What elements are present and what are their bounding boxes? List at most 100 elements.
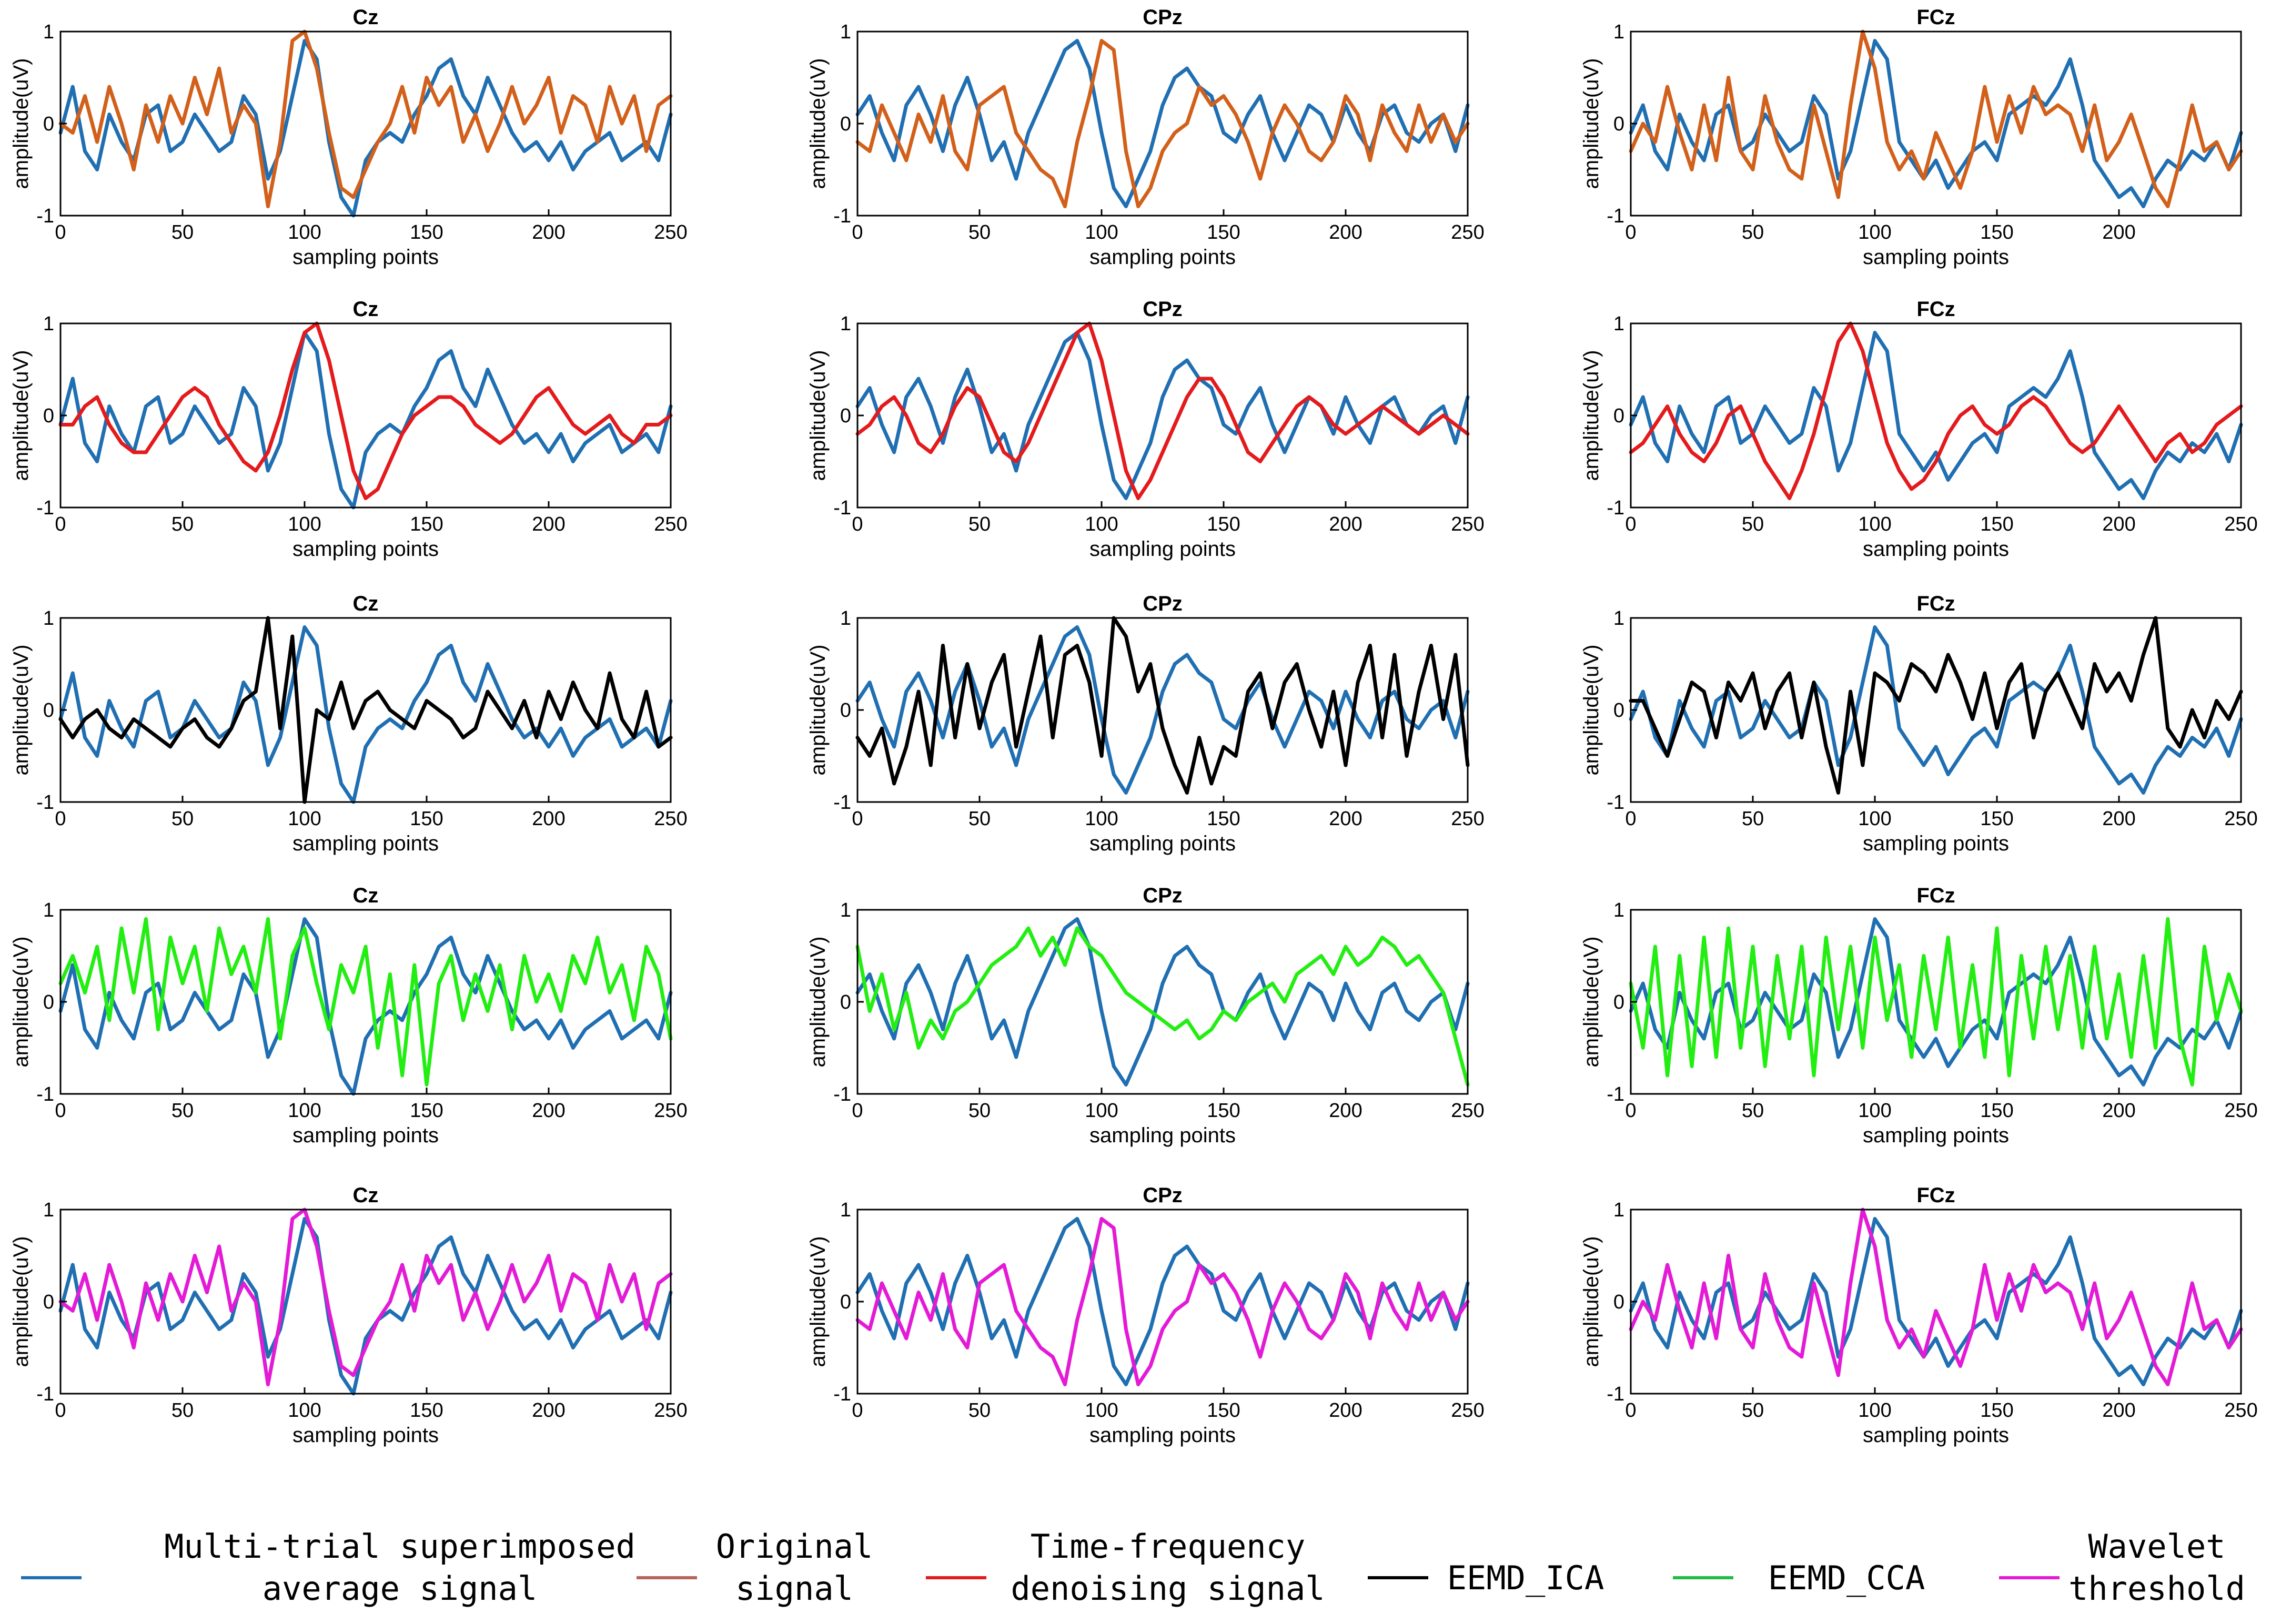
x-tick-label: 100 xyxy=(1085,1100,1118,1122)
x-axis-label: sampling points xyxy=(1863,832,2009,855)
x-tick-label: 50 xyxy=(1742,808,1764,830)
x-tick-label: 200 xyxy=(532,808,565,830)
panel-title: FCz xyxy=(1916,884,1955,907)
y-tick-label: 1 xyxy=(43,21,54,43)
y-tick-label: 1 xyxy=(840,1199,851,1221)
panel-title: CPz xyxy=(1143,592,1183,615)
y-tick-label: -1 xyxy=(1607,791,1624,814)
plot-frame xyxy=(59,322,672,509)
x-tick-label: 150 xyxy=(1980,1100,2013,1122)
y-tick-label: 0 xyxy=(1613,699,1624,722)
x-tick-label: 200 xyxy=(1329,808,1362,830)
x-tick-label: 50 xyxy=(968,221,991,243)
panel-title: CPz xyxy=(1143,884,1183,907)
y-tick-label: -1 xyxy=(36,205,54,227)
panel-title: Cz xyxy=(353,1184,379,1207)
y-tick-label: -1 xyxy=(833,205,851,227)
y-tick-label: 1 xyxy=(1613,313,1624,335)
x-axis-label: sampling points xyxy=(1089,1124,1236,1147)
x-tick-label: 200 xyxy=(2102,221,2135,243)
x-tick-label: 100 xyxy=(1085,221,1118,243)
y-tick-label: 0 xyxy=(840,405,851,427)
x-tick-label: 250 xyxy=(654,808,687,830)
x-axis-label: sampling points xyxy=(1863,246,2009,269)
x-tick-label: 100 xyxy=(288,513,321,535)
y-axis-label: amplitude(uV) xyxy=(1580,936,1603,1067)
x-tick-label: 50 xyxy=(1742,221,1764,243)
x-tick-label: 150 xyxy=(410,221,443,243)
legend-item-5: EEMD_CCA xyxy=(1673,1559,1925,1597)
x-axis-label: sampling points xyxy=(1089,246,1236,269)
x-tick-label: 100 xyxy=(1858,221,1891,243)
x-tick-label: 150 xyxy=(410,1100,443,1122)
x-tick-label: 200 xyxy=(1329,1100,1362,1122)
x-tick-label: 50 xyxy=(1742,1399,1764,1422)
y-tick-label: 0 xyxy=(840,1291,851,1313)
x-tick-label: 150 xyxy=(1207,1100,1240,1122)
x-tick-label: 50 xyxy=(968,1399,991,1422)
x-tick-label: 150 xyxy=(1207,221,1240,243)
panel-title: CPz xyxy=(1143,6,1183,29)
y-tick-label: 1 xyxy=(43,607,54,630)
x-tick-label: 150 xyxy=(1980,808,2013,830)
legend-label: Multi-trial superimposed xyxy=(164,1527,635,1566)
series-line-wavelet xyxy=(855,1217,1470,1386)
y-tick-label: 1 xyxy=(43,313,54,335)
x-tick-label: 100 xyxy=(1085,808,1118,830)
x-tick-label: 100 xyxy=(1858,1399,1891,1422)
x-tick-label: 200 xyxy=(2102,1100,2135,1122)
x-tick-label: 250 xyxy=(654,1399,687,1422)
x-tick-label: 50 xyxy=(171,1399,194,1422)
x-tick-label: 200 xyxy=(532,221,565,243)
legend-label: denoising signal xyxy=(1011,1569,1325,1608)
y-tick-label: 1 xyxy=(840,313,851,335)
x-tick-label: 50 xyxy=(171,513,194,535)
y-tick-label: 0 xyxy=(43,699,54,722)
series-line-eemd_ica xyxy=(58,616,673,804)
series-line-eemd_ica xyxy=(855,616,1470,795)
x-axis-label: sampling points xyxy=(1089,832,1236,855)
y-tick-label: 0 xyxy=(840,991,851,1013)
legend-item-4: EEMD_ICA xyxy=(1368,1559,1604,1597)
x-tick-label: 50 xyxy=(171,221,194,243)
y-tick-label: 0 xyxy=(840,699,851,722)
x-tick-label: 0 xyxy=(1625,221,1636,243)
panel-title: Cz xyxy=(353,6,379,29)
x-tick-label: 50 xyxy=(968,1100,991,1122)
series-line-reference xyxy=(58,625,673,804)
x-tick-label: 0 xyxy=(852,221,863,243)
y-tick-label: 1 xyxy=(43,1199,54,1221)
x-tick-label: 200 xyxy=(1329,221,1362,243)
series-line-reference xyxy=(855,625,1470,795)
panel-title: Cz xyxy=(353,298,379,321)
x-axis-label: sampling points xyxy=(292,246,439,269)
x-tick-label: 100 xyxy=(1085,513,1118,535)
x-tick-label: 100 xyxy=(288,221,321,243)
x-tick-label: 100 xyxy=(288,808,321,830)
x-axis-label: sampling points xyxy=(292,832,439,855)
x-tick-label: 50 xyxy=(968,808,991,830)
series-line-original xyxy=(855,39,1470,208)
panel-title: Cz xyxy=(353,884,379,907)
x-tick-label: 50 xyxy=(968,513,991,535)
x-tick-label: 250 xyxy=(2224,1399,2257,1422)
y-tick-label: -1 xyxy=(1607,497,1624,519)
x-tick-label: 0 xyxy=(852,1100,863,1122)
series-line-reference xyxy=(1629,1217,2243,1386)
y-axis-label: amplitude(uV) xyxy=(9,936,33,1067)
x-tick-label: 0 xyxy=(1625,1100,1636,1122)
series-line-reference xyxy=(58,331,673,510)
